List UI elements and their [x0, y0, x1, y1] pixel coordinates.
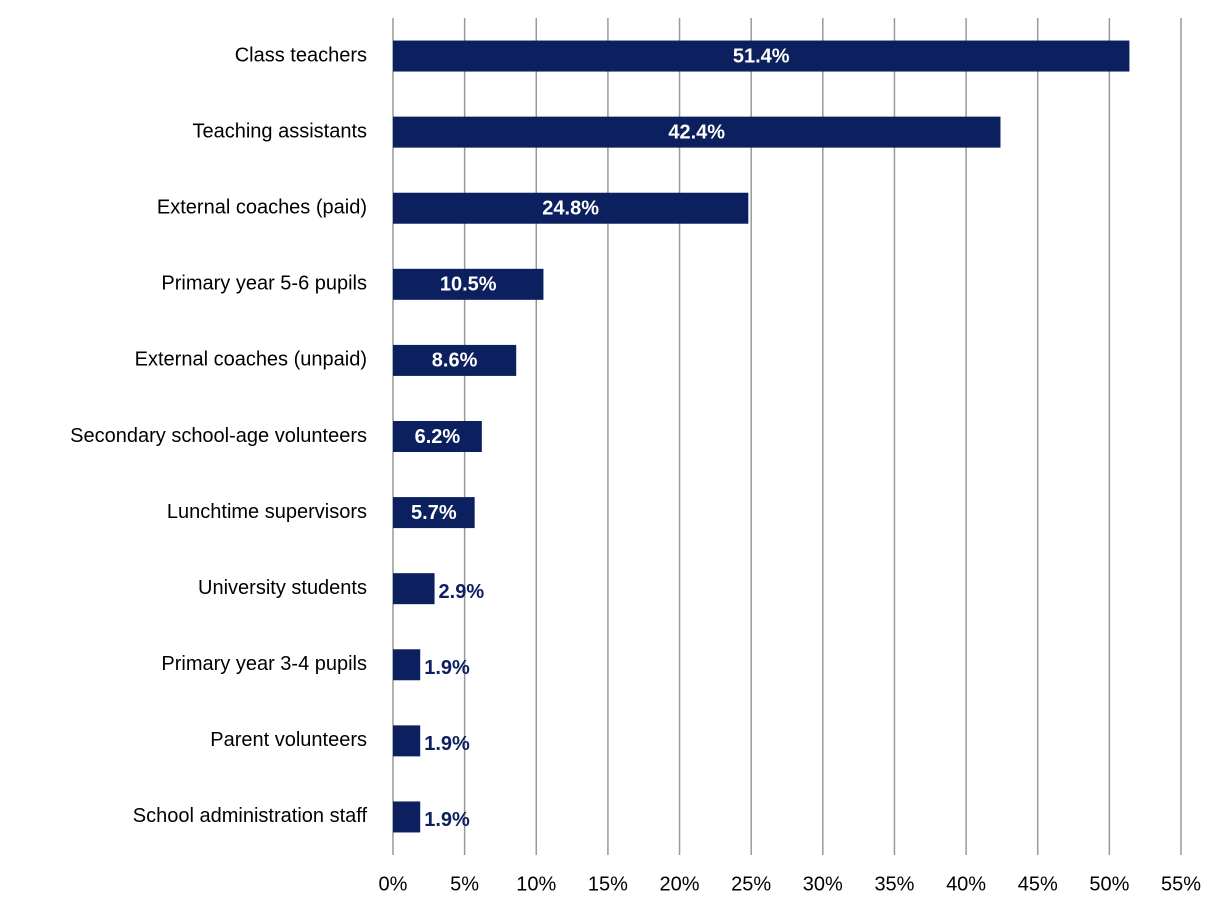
- x-tick-label: 10%: [516, 873, 556, 895]
- y-tick-label: Primary year 3-4 pupils: [161, 653, 367, 675]
- value-label: 42.4%: [668, 121, 725, 143]
- bar: [393, 116, 1001, 148]
- y-tick-label: Parent volunteers: [210, 729, 367, 751]
- value-label: 8.6%: [432, 350, 478, 372]
- bar: [393, 725, 421, 757]
- value-label: 10.5%: [440, 274, 497, 296]
- bar: [393, 421, 482, 452]
- x-tick-label: 30%: [803, 873, 843, 895]
- x-tick-label: 55%: [1161, 873, 1201, 895]
- value-label: 6.2%: [415, 426, 461, 448]
- x-tick-label: 25%: [731, 873, 771, 895]
- y-tick-label: Primary year 5-6 pupils: [161, 273, 367, 295]
- bar: [393, 497, 475, 529]
- bar: [393, 192, 749, 224]
- bar: [393, 344, 517, 376]
- y-tick-label: External coaches (unpaid): [135, 349, 367, 371]
- x-tick-label: 50%: [1089, 873, 1129, 895]
- bar: [393, 268, 544, 300]
- value-label: 24.8%: [542, 198, 599, 220]
- x-tick-label: 5%: [450, 873, 479, 895]
- x-tick-label: 0%: [379, 873, 408, 895]
- y-tick-label: Class teachers: [235, 44, 367, 66]
- value-label: 1.9%: [424, 809, 470, 831]
- x-tick-label: 35%: [874, 873, 914, 895]
- y-tick-label: University students: [198, 577, 367, 599]
- y-tick-label: Secondary school-age volunteers: [70, 425, 367, 447]
- value-label: 51.4%: [733, 45, 790, 67]
- x-tick-label: 40%: [946, 873, 986, 895]
- bar: [393, 573, 435, 605]
- bar: [393, 801, 421, 833]
- value-label: 1.9%: [424, 657, 470, 679]
- value-label: 5.7%: [411, 502, 457, 524]
- value-label: 2.9%: [439, 581, 485, 603]
- bar: [393, 649, 421, 681]
- value-label: 1.9%: [424, 733, 470, 755]
- y-tick-label: School administration staff: [133, 805, 368, 827]
- x-tick-label: 15%: [588, 873, 628, 895]
- x-tick-label: 20%: [660, 873, 700, 895]
- bar: [393, 40, 1130, 72]
- x-tick-label: 45%: [1018, 873, 1058, 895]
- y-tick-label: Teaching assistants: [192, 120, 367, 142]
- y-tick-label: External coaches (paid): [157, 197, 367, 219]
- y-tick-label: Lunchtime supervisors: [167, 501, 367, 523]
